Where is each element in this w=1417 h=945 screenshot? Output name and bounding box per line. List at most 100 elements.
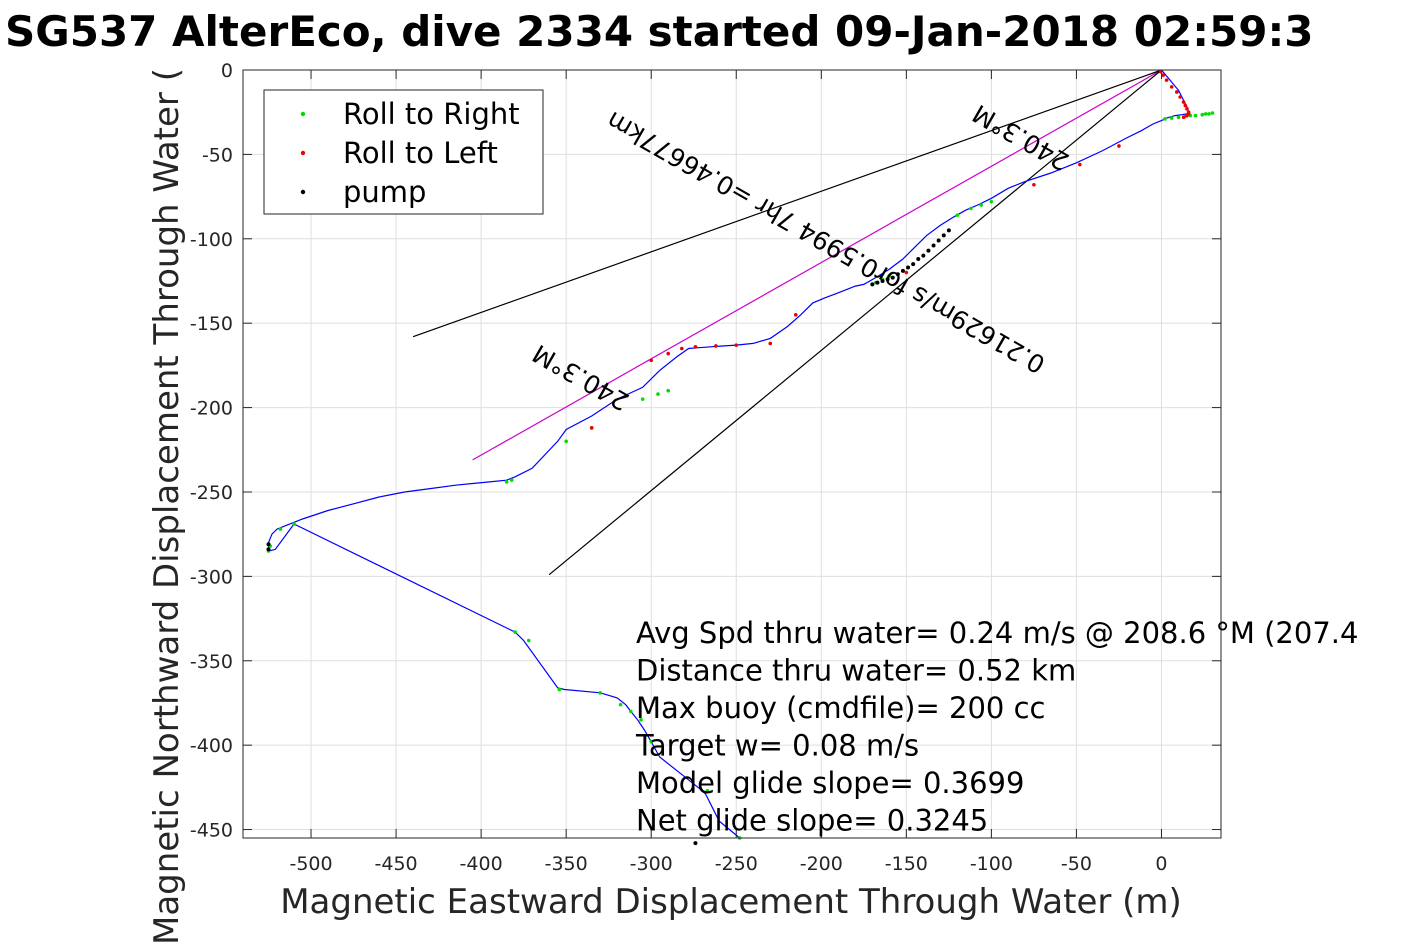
roll-left-point	[1174, 90, 1179, 94]
roll-right-point	[1203, 112, 1208, 116]
roll-right-point	[564, 439, 568, 444]
roll-left-point	[1185, 107, 1189, 111]
roll-right-point	[1207, 112, 1211, 116]
roll-left-point	[1161, 73, 1165, 77]
y-tick-label: -250	[190, 482, 233, 504]
pump-point	[693, 841, 698, 846]
roll-right-point	[513, 630, 517, 634]
x-tick-label: -200	[800, 853, 843, 875]
reference-lines	[412, 69, 1162, 576]
roll-left-point	[1183, 103, 1188, 108]
roll-left-point	[714, 344, 718, 348]
pump-point	[266, 542, 271, 547]
roll-left-point	[1169, 85, 1174, 89]
roll-right-point	[639, 718, 643, 722]
roll-left-point	[1181, 100, 1186, 104]
pump-point	[936, 238, 941, 243]
summary-line: Max buoy (cmdfile)= 200 cc	[636, 691, 1045, 725]
roll-left-point	[693, 345, 698, 349]
x-tick-label: -450	[375, 853, 418, 875]
legend: Roll to Right Roll to Left pump	[263, 89, 544, 215]
pump-point	[875, 280, 880, 285]
y-tick-label: -150	[190, 313, 233, 335]
y-tick-label: -50	[202, 144, 233, 166]
roll-right-point	[649, 739, 654, 744]
y-axis-ticks: 0 -50 -100 -150 -200 -250 -300 -350 -400 -450	[190, 60, 1221, 842]
x-axis-label: Magnetic Eastward Displacement Through W…	[280, 882, 1182, 922]
legend-label: Roll to Left	[343, 136, 498, 170]
y-tick-label: -350	[190, 651, 233, 673]
pump-point	[911, 262, 916, 267]
x-tick-label: -400	[460, 853, 503, 875]
y-tick-label: -450	[190, 820, 233, 842]
roll-right-point	[557, 687, 562, 692]
roll-left-point	[589, 426, 594, 430]
reference-line-heading_wedge_top	[412, 69, 1162, 338]
roll-right-point	[504, 480, 509, 484]
summary-line: Model glide slope= 0.3699	[636, 766, 1024, 800]
roll-right-point	[887, 274, 892, 278]
x-tick-label: -250	[715, 853, 758, 875]
track-line	[267, 69, 1190, 839]
pump-point	[926, 248, 931, 253]
x-tick-label: -300	[630, 853, 673, 875]
pump-point	[931, 243, 936, 248]
roll-left-point	[1185, 113, 1189, 118]
roll-right-point	[278, 527, 283, 531]
roll-left-point	[904, 270, 909, 275]
roll-right-point	[618, 702, 623, 707]
legend-box	[263, 89, 544, 215]
legend-marker	[300, 150, 306, 156]
roll-right-point	[1200, 112, 1205, 117]
roll-right-point	[656, 392, 660, 396]
roll-right-point	[979, 203, 983, 207]
roll-right-point	[628, 709, 633, 714]
roll-right-point	[705, 788, 710, 793]
x-axis-ticks: -500 -450 -400 -350 -300 -250 -200 -150 -100 -50 0	[289, 70, 1168, 875]
roll-right-point	[989, 199, 994, 204]
roll-right-point	[526, 638, 531, 643]
roll-left-point	[680, 346, 684, 351]
summary-line: Avg Spd thru water= 0.24 m/s @ 208.6 °M …	[636, 616, 1358, 650]
roll-left-point	[793, 312, 798, 317]
plot-frame	[242, 69, 1222, 839]
reference-line-direct	[472, 69, 1162, 461]
pump-point	[921, 253, 926, 258]
roll-right-point	[955, 213, 960, 217]
roll-right-point	[666, 388, 671, 393]
y-axis-label: Magnetic Northward Displacement Through …	[147, 68, 187, 945]
y-tick-label: -200	[190, 398, 233, 420]
roll-right-point	[1210, 111, 1215, 115]
roll-left-point	[734, 343, 739, 347]
pump-point	[870, 282, 875, 287]
roll-left-point	[1158, 69, 1163, 74]
pump-point	[916, 257, 921, 262]
y-tick-label: -400	[190, 735, 233, 757]
summary-text: Avg Spd thru water= 0.24 m/s @ 208.6 °M …	[635, 616, 1358, 838]
pump-point	[941, 233, 946, 238]
pump-point	[895, 272, 900, 277]
legend-marker	[300, 189, 306, 195]
x-tick-label: -50	[1061, 853, 1092, 875]
x-tick-label: -350	[545, 853, 588, 875]
track-series	[267, 69, 1190, 839]
summary-line: Net glide slope= 0.3245	[636, 804, 988, 838]
summary-line: Target w= 0.08 m/s	[635, 729, 919, 763]
roll-right-point	[640, 397, 645, 401]
roll-right-point	[1163, 117, 1167, 121]
roll-left-point	[768, 341, 773, 346]
roll-right-point	[969, 206, 973, 211]
pump-point	[946, 228, 951, 233]
x-tick-label: 0	[1155, 853, 1167, 875]
legend-label: Roll to Right	[343, 97, 520, 131]
pump-point	[906, 265, 911, 270]
pump-point	[890, 275, 895, 280]
pump-point	[900, 268, 905, 273]
chart-title: SG537 AlterEco, dive 2334 started 09-Jan…	[5, 7, 1313, 56]
roll-left-point	[1164, 78, 1169, 82]
x-tick-label: -100	[970, 853, 1013, 875]
legend-label: pump	[343, 175, 426, 209]
pump-point	[266, 547, 271, 552]
y-tick-label: -100	[190, 229, 233, 251]
